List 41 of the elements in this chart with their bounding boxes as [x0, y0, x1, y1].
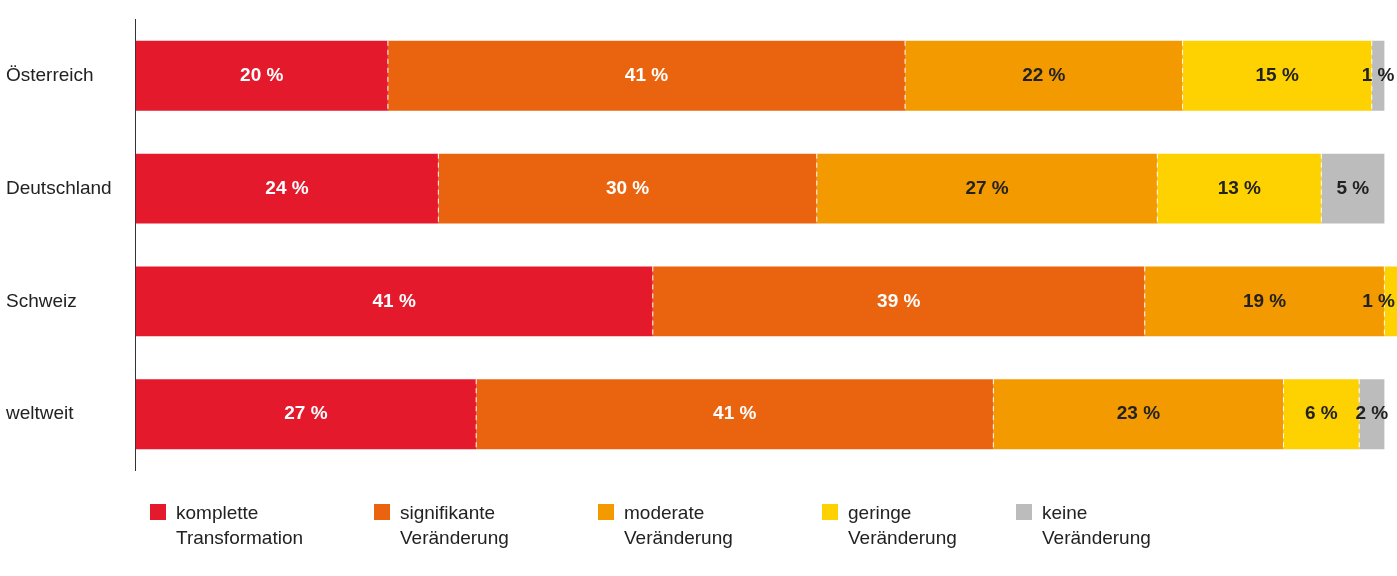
- data-label: 39 %: [877, 289, 921, 311]
- bar: [135, 40, 388, 111]
- data-label: 27 %: [965, 176, 1009, 198]
- legend-label: signifikante Veränderung: [400, 501, 510, 550]
- bar: [135, 153, 439, 224]
- data-label: 19 %: [1242, 289, 1287, 311]
- bar: [476, 379, 994, 450]
- data-label: 1 %: [1361, 64, 1395, 86]
- data-label: 27 %: [284, 402, 328, 424]
- data-label: 20 %: [240, 64, 284, 86]
- bar: [816, 153, 1158, 224]
- bar: [1157, 153, 1322, 224]
- y-tick-label: Österreich: [6, 64, 94, 86]
- bar: [1321, 153, 1385, 224]
- data-label: 1 %: [1362, 289, 1396, 311]
- bar: [905, 40, 1183, 111]
- legend-label: moderate Veränderung: [624, 501, 734, 550]
- data-label: 41 %: [624, 64, 669, 86]
- legend-label: komplette Transformation: [176, 501, 305, 550]
- y-tick-label: Schweiz: [6, 289, 77, 311]
- bar: [387, 40, 906, 111]
- bar: [438, 153, 817, 224]
- data-label: 41 %: [372, 289, 416, 311]
- y-tick-label: Deutschland: [6, 176, 112, 198]
- data-label: 5 %: [1336, 176, 1370, 198]
- y-tick-label: weltweit: [5, 402, 75, 424]
- data-label: 15 %: [1255, 64, 1299, 86]
- data-label: 6 %: [1304, 402, 1338, 424]
- bar: [652, 266, 1145, 337]
- data-label: 22 %: [1022, 64, 1066, 86]
- data-label: 30 %: [605, 176, 650, 198]
- bar: [1182, 40, 1372, 111]
- legend-label: keine Veränderung: [1042, 501, 1152, 550]
- data-label: 23 %: [1116, 402, 1161, 424]
- data-label: 13 %: [1217, 176, 1262, 198]
- legend-label: geringe Veränderung: [848, 501, 958, 550]
- bar: [135, 266, 653, 337]
- bar: [993, 379, 1284, 450]
- bar: [135, 379, 477, 450]
- data-label: 24 %: [265, 176, 309, 198]
- data-label: 41 %: [713, 402, 757, 424]
